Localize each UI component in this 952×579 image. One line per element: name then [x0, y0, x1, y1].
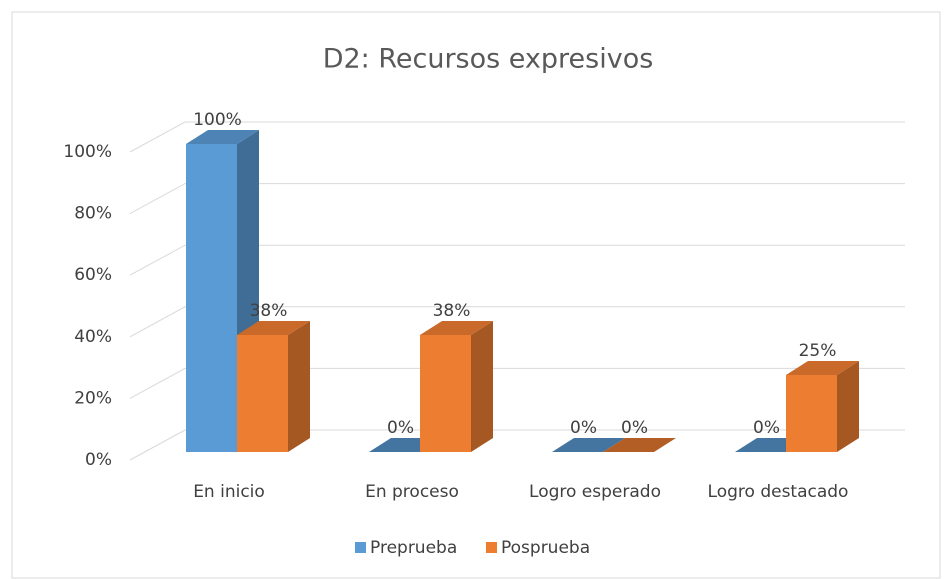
y-tick-label: 100% — [63, 142, 112, 162]
bar-top — [420, 320, 493, 335]
y-tick-label: 0% — [85, 450, 112, 470]
x-tick-label: En inicio — [193, 482, 265, 502]
grid-line — [129, 306, 905, 338]
x-tick-label: En proceso — [365, 482, 459, 502]
chart-title: D2: Recursos expresivos — [323, 44, 654, 75]
grid-line — [129, 367, 905, 399]
data-label: 0% — [570, 418, 597, 438]
legend-swatch — [486, 542, 497, 553]
bar-top — [786, 361, 859, 375]
bar-side — [288, 320, 310, 452]
grid-line — [129, 121, 905, 153]
bar — [420, 334, 471, 452]
bar — [237, 334, 288, 452]
bar-side — [471, 320, 493, 452]
legend-swatch — [355, 542, 366, 553]
data-label: 0% — [753, 418, 780, 438]
x-tick-label: Logro destacado — [708, 482, 849, 502]
data-label: 0% — [387, 418, 414, 438]
legend-label: Preprueba — [370, 538, 457, 558]
bar-top — [552, 438, 625, 452]
bar-top — [237, 320, 310, 335]
legend-label: Posprueba — [501, 538, 590, 558]
grid-line — [129, 429, 905, 461]
data-label: 38% — [433, 301, 471, 321]
y-tick-label: 20% — [74, 388, 112, 408]
x-tick-label: Logro esperado — [529, 482, 661, 502]
bar — [786, 375, 837, 452]
data-label: 100% — [193, 110, 242, 130]
bar-top — [186, 130, 259, 144]
bar-top — [603, 438, 676, 452]
grid-line — [129, 244, 905, 276]
bar — [186, 144, 237, 452]
data-label: 38% — [250, 301, 288, 321]
bar-side — [837, 361, 859, 452]
data-label: 25% — [799, 341, 837, 361]
data-label: 0% — [621, 418, 648, 438]
chart-border — [11, 11, 941, 579]
y-tick-label: 80% — [74, 204, 112, 224]
grid-line — [129, 183, 905, 215]
y-tick-label: 60% — [74, 265, 112, 285]
y-tick-label: 40% — [74, 327, 112, 347]
